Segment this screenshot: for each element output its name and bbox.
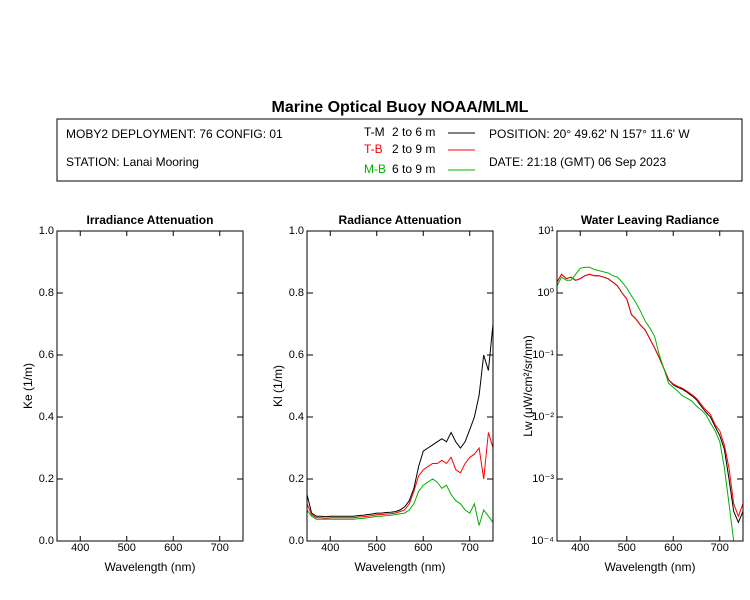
x-axis-label: Wavelength (nm) — [355, 560, 446, 574]
legend-label: T-B — [364, 142, 383, 156]
date: DATE: 21:18 (GMT) 06 Sep 2023 — [489, 155, 667, 169]
x-tick-label: 400 — [571, 542, 589, 554]
station: STATION: Lanai Mooring — [66, 155, 199, 169]
legend-label: T-M — [364, 125, 385, 139]
x-tick-label: 500 — [618, 542, 636, 554]
plot-frame — [556, 230, 744, 542]
plot-frame — [306, 230, 494, 542]
y-tick-label: 0.8 — [39, 287, 54, 299]
y-tick-label: 10⁻¹ — [532, 349, 554, 361]
panel-title: Water Leaving Radiance — [581, 213, 720, 227]
y-tick-label: 10⁰ — [537, 287, 554, 299]
deployment: MOBY2 DEPLOYMENT: 76 CONFIG: 01 — [66, 127, 283, 141]
x-tick-label: 400 — [71, 542, 89, 554]
x-tick-label: 600 — [164, 542, 182, 554]
y-tick-label: 0.2 — [39, 473, 54, 485]
panel-title: Irradiance Attenuation — [87, 213, 214, 227]
series-line — [307, 478, 493, 526]
y-tick-label: 0.4 — [39, 411, 54, 423]
position: POSITION: 20° 49.62' N 157° 11.6' W — [489, 127, 690, 141]
series-line — [307, 432, 493, 519]
y-tick-label: 0.0 — [39, 535, 54, 547]
x-tick-label: 600 — [664, 542, 682, 554]
series-line — [307, 323, 493, 518]
panel-title: Radiance Attenuation — [339, 213, 462, 227]
y-tick-label: 0.0 — [289, 535, 304, 547]
legend-label: M-B — [364, 162, 386, 176]
x-tick-label: 700 — [461, 542, 479, 554]
x-tick-label: 700 — [711, 542, 729, 554]
page-title: Marine Optical Buoy NOAA/MLML — [272, 99, 529, 116]
legend-text: 6 to 9 m — [392, 162, 435, 176]
plot-frame — [56, 230, 244, 542]
x-axis-label: Wavelength (nm) — [605, 560, 696, 574]
x-tick-label: 400 — [321, 542, 339, 554]
x-tick-label: 500 — [368, 542, 386, 554]
y-tick-label: 1.0 — [39, 225, 54, 237]
y-tick-label: 1.0 — [289, 225, 304, 237]
y-tick-label: 0.2 — [289, 473, 304, 485]
x-tick-label: 600 — [414, 542, 432, 554]
y-axis-label: Ke (1/m) — [21, 363, 35, 409]
y-tick-label: 10⁻³ — [532, 473, 554, 485]
x-tick-label: 500 — [118, 542, 136, 554]
y-axis-label: Kl (1/m) — [271, 365, 285, 407]
y-tick-label: 10⁻⁴ — [531, 535, 554, 547]
legend-text: 2 to 6 m — [392, 125, 435, 139]
x-axis-label: Wavelength (nm) — [105, 560, 196, 574]
series-line — [557, 266, 735, 541]
info-box — [56, 118, 743, 182]
x-tick-label: 700 — [211, 542, 229, 554]
y-tick-label: 10⁻² — [532, 411, 554, 423]
y-tick-label: 0.6 — [289, 349, 304, 361]
y-tick-label: 0.6 — [39, 349, 54, 361]
y-tick-label: 10¹ — [538, 225, 554, 237]
y-tick-label: 0.4 — [289, 411, 304, 423]
y-axis-label: Lw (μW/cm²/sr/nm) — [521, 335, 535, 437]
series-line — [557, 273, 743, 518]
y-tick-label: 0.8 — [289, 287, 304, 299]
legend-text: 2 to 9 m — [392, 142, 435, 156]
